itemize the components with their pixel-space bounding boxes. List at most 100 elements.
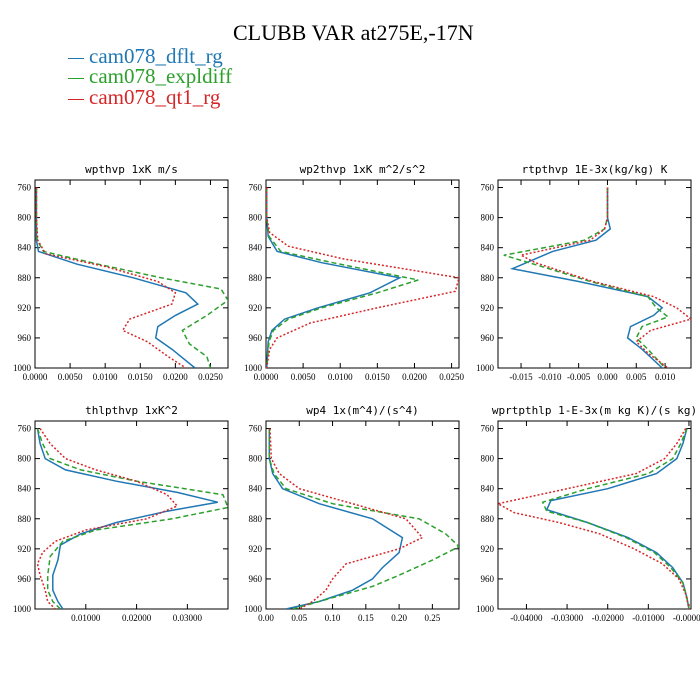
panel-title: wpthvp 1xK m/s: [85, 163, 178, 176]
y-tick-label: 960: [249, 333, 263, 343]
panel-title: wp4 1x(m^4)/(s^4): [306, 404, 419, 417]
panel-title: thlpthvp 1xK^2: [85, 404, 178, 417]
y-tick-label: 840: [249, 484, 263, 494]
y-tick-label: 960: [249, 574, 263, 584]
series-line-cam078_dflt_rg: [509, 187, 664, 368]
series-line-cam078_dflt_rg: [268, 428, 404, 609]
x-tick-label: 0.0250: [439, 372, 464, 382]
y-tick-label: 800: [481, 213, 495, 223]
y-tick-label: 960: [481, 333, 495, 343]
x-tick-label: -0.03000: [551, 613, 584, 623]
y-tick-label: 920: [249, 544, 263, 554]
x-tick-label: -0.04000: [510, 613, 543, 623]
series-line-cam078_expldiff: [503, 187, 670, 368]
y-tick-label: 800: [249, 454, 263, 464]
x-tick-label: 0.15: [358, 613, 374, 623]
panel-frame: [34, 420, 229, 610]
x-tick-label: -0.01000: [632, 613, 665, 623]
x-tick-label: -0.010: [538, 372, 562, 382]
y-tick-label: 1000: [13, 363, 32, 373]
panel-title: wprtpthlp 1-E-3x(m kg K)/(s kg): [492, 404, 697, 417]
y-tick-label: 760: [249, 424, 263, 434]
y-tick-label: 960: [18, 574, 32, 584]
y-tick-label: 920: [481, 303, 495, 313]
series-line-cam078_qt1_rg: [36, 428, 179, 609]
legend-entry-qt1: cam078_qt1_rg: [68, 85, 220, 110]
x-tick-label: 0.0050: [58, 372, 83, 382]
series-line-cam078_qt1_rg: [498, 428, 690, 609]
y-tick-label: 840: [481, 484, 495, 494]
legend-label-expldiff: cam078_expldiff: [89, 64, 233, 88]
y-tick-label: 880: [249, 273, 263, 283]
x-tick-label: 0.20: [391, 613, 407, 623]
x-tick-label: 0.0150: [365, 372, 390, 382]
y-tick-label: 960: [18, 333, 32, 343]
legend-entry-expldiff: cam078_expldiff: [68, 64, 232, 89]
x-tick-label: 0.25: [425, 613, 441, 623]
series-line-cam078_expldiff: [268, 428, 459, 609]
legend-label-dflt: cam078_dflt_rg: [89, 44, 223, 68]
x-tick-label: 0.02000: [122, 613, 152, 623]
x-tick-label: 0.01000: [71, 613, 101, 623]
panel-4: thlpthvp 1xK^2 760 800 840 880 920 960 1000 0.01…: [13, 404, 229, 623]
panel-frame: [34, 179, 229, 369]
x-tick-label: 0.0150: [128, 372, 153, 382]
series-line-cam078_dflt_rg: [266, 187, 402, 368]
y-tick-label: 920: [481, 544, 495, 554]
y-tick-label: 760: [481, 183, 495, 193]
series-line-cam078_expldiff: [541, 428, 690, 609]
x-tick-label: 0.0000: [254, 372, 279, 382]
y-tick-label: 880: [18, 514, 32, 524]
y-tick-label: 1000: [476, 604, 495, 614]
series-line-cam078_qt1_rg: [269, 428, 424, 609]
y-tick-label: 1000: [244, 363, 263, 373]
x-tick-label: 0.10: [325, 613, 341, 623]
x-tick-label: 0.005: [626, 372, 647, 382]
series-line-cam078_expldiff: [36, 428, 228, 609]
panel-5: wp4 1x(m^4)/(s^4)76080084088092096010000…: [244, 404, 460, 623]
series-line-cam078_dflt_rg: [36, 428, 218, 609]
y-tick-label: 800: [18, 454, 32, 464]
series-line-cam078_dflt_rg: [35, 187, 200, 368]
y-tick-label: 880: [249, 514, 263, 524]
legend-line-qt1: [68, 98, 84, 100]
y-tick-label: 1000: [244, 604, 263, 614]
x-tick-label: 0.03000: [173, 613, 203, 623]
x-tick-label: 0.0050: [291, 372, 316, 382]
x-tick-label: 0.0100: [328, 372, 353, 382]
series-line-cam078_qt1_rg: [518, 187, 691, 368]
y-tick-label: 800: [18, 213, 32, 223]
panel-title: wp2thvp 1xK m^2/s^2: [300, 163, 426, 176]
y-tick-label: 1000: [476, 363, 495, 373]
y-tick-label: 840: [18, 484, 32, 494]
y-tick-label: 920: [18, 544, 32, 554]
y-tick-label: 840: [18, 243, 32, 253]
y-tick-label: 960: [481, 574, 495, 584]
legend-line-dflt: [68, 57, 84, 59]
y-tick-label: 840: [249, 243, 263, 253]
y-tick-label: 880: [481, 514, 495, 524]
y-tick-label: 1000: [13, 604, 32, 614]
x-tick-label: 0.0200: [163, 372, 188, 382]
series-line-cam078_qt1_rg: [35, 187, 187, 368]
x-tick-label: 0.000: [597, 372, 618, 382]
y-tick-label: 920: [249, 303, 263, 313]
y-tick-label: 760: [481, 424, 495, 434]
y-tick-label: 840: [481, 243, 495, 253]
legend-line-expldiff: [68, 77, 84, 79]
panel-frame: [497, 420, 692, 610]
y-tick-label: 760: [18, 424, 32, 434]
y-tick-label: 920: [18, 303, 32, 313]
panel-1: wpthvp 1xK m/s76080084088092096010000.00…: [13, 163, 229, 382]
y-tick-label: 880: [481, 273, 495, 283]
x-tick-label: 0.010: [655, 372, 676, 382]
x-tick-label: -0.02000: [592, 613, 625, 623]
y-tick-label: 800: [249, 213, 263, 223]
x-tick-label: 0.00: [258, 613, 274, 623]
x-tick-label: 0.0000: [23, 372, 48, 382]
panel-2: wp2thvp 1xK m^2/s^2 760 800 840 880 920 960 100…: [244, 163, 464, 382]
y-tick-label: 800: [481, 454, 495, 464]
